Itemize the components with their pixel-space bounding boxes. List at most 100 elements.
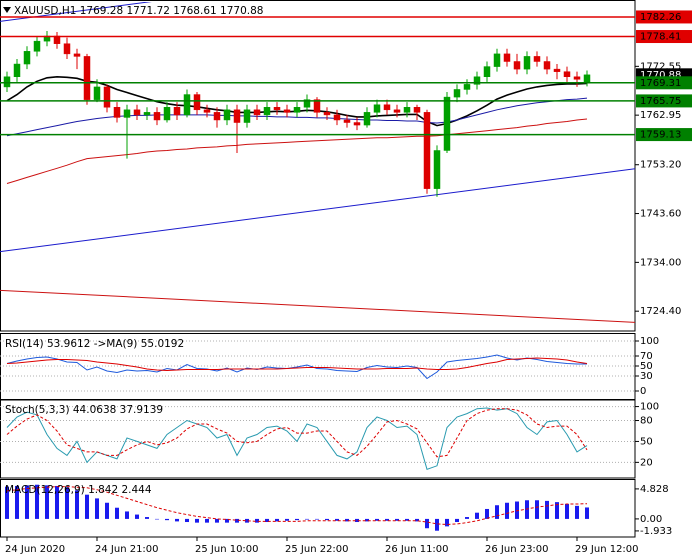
- candle-body: [163, 107, 171, 121]
- candle-body: [263, 107, 271, 116]
- candle-body: [573, 76, 581, 80]
- macd-bar: [15, 485, 19, 519]
- macd-bar: [285, 518, 289, 521]
- candle-body: [193, 94, 201, 111]
- trend-line: [0, 2, 152, 22]
- y-tick-label: 100: [640, 336, 659, 347]
- y-tick-label: 100: [640, 402, 659, 413]
- macd-bar: [45, 485, 49, 519]
- trend-line: [0, 289, 635, 323]
- x-tick-label: 26 Jun 23:00: [485, 544, 549, 555]
- panel-border: [0, 0, 636, 332]
- panel-plot: [0, 340, 635, 392]
- macd-bar: [5, 486, 9, 519]
- macd-bar: [85, 494, 89, 519]
- macd-bar: [135, 514, 139, 519]
- candle-body: [463, 84, 471, 90]
- macd-bar: [55, 485, 59, 519]
- candle-body: [493, 53, 501, 67]
- macd-bar: [185, 518, 189, 523]
- macd-bar: [515, 501, 519, 519]
- macd-bar: [355, 518, 359, 523]
- candle-body: [523, 56, 531, 70]
- y-tick-label: 70: [640, 351, 653, 362]
- candle-body: [553, 68, 561, 72]
- candle-body: [323, 112, 331, 116]
- level-label-box: [636, 128, 692, 142]
- macd-bar: [105, 502, 109, 519]
- candle-body: [363, 112, 371, 126]
- x-tick-label: 24 Jun 21:00: [95, 544, 159, 555]
- y-tick-label: 1724.40: [640, 306, 681, 317]
- candle-body: [293, 107, 301, 113]
- current-price-label: 1770.88: [640, 70, 681, 81]
- indicator-line: [6, 354, 587, 380]
- macd-bar: [405, 518, 409, 521]
- macd-bar: [275, 518, 279, 522]
- candle-body: [533, 56, 541, 62]
- macd-bar: [455, 518, 459, 523]
- candle-body: [183, 94, 191, 116]
- candle-body: [133, 109, 141, 116]
- indicator-line: [6, 408, 588, 458]
- panel-plot: [0, 406, 635, 470]
- level-label: 1759.13: [640, 130, 681, 141]
- panel-title: MACD(12,26,9) 1.842 2.444: [5, 484, 152, 496]
- macd-bar: [295, 518, 299, 521]
- moving-average: [6, 118, 588, 184]
- candle-body: [453, 89, 461, 98]
- macd-bar: [145, 517, 149, 519]
- candle-body: [313, 99, 321, 113]
- trend-line: [0, 168, 635, 253]
- macd-bar: [475, 512, 479, 519]
- indicator-line: [6, 486, 588, 526]
- macd-bar: [445, 518, 449, 527]
- macd-bar: [485, 508, 489, 519]
- y-tick-label: 1762.95: [640, 110, 681, 121]
- macd-bar: [335, 518, 339, 521]
- candle-body: [173, 107, 181, 116]
- macd-bar: [225, 518, 229, 523]
- level-label: 1769.31: [640, 78, 681, 89]
- macd-bar: [305, 518, 309, 520]
- candle-body: [73, 53, 81, 57]
- candle-body: [443, 96, 451, 151]
- y-tick-label: 1734.00: [640, 257, 681, 268]
- macd-bar: [375, 518, 379, 521]
- candle-body: [343, 119, 351, 123]
- macd-bar: [585, 507, 589, 519]
- candle-body: [433, 150, 441, 189]
- candle-body: [403, 107, 411, 113]
- candle-body: [353, 122, 361, 126]
- panel-title: Stoch(5,3,3) 44.0638 37.9139: [5, 404, 163, 416]
- candle-body: [383, 104, 391, 111]
- macd-bar: [315, 518, 319, 520]
- candle-body: [413, 107, 421, 113]
- candle-body: [13, 63, 21, 78]
- macd-bar: [435, 518, 439, 531]
- candle-body: [543, 61, 551, 70]
- menu-triangle: [3, 7, 11, 13]
- level-label-box: [636, 94, 692, 108]
- panel-plot: [5, 484, 589, 531]
- macd-bar: [125, 511, 129, 519]
- candle-body: [373, 104, 381, 113]
- y-tick-label: 1743.60: [640, 209, 681, 220]
- macd-bar: [115, 507, 119, 519]
- candle-body: [213, 112, 221, 121]
- candle-body: [203, 109, 211, 113]
- panel-plot: [0, 2, 635, 323]
- macd-bar: [365, 518, 369, 522]
- candle-body: [503, 53, 511, 62]
- y-tick-label: 1753.20: [640, 160, 681, 171]
- macd-bar: [505, 502, 509, 519]
- y-tick-label: -1.933: [640, 526, 672, 537]
- y-tick-label: 0: [640, 386, 646, 397]
- level-label: 1765.75: [640, 96, 681, 107]
- macd-bar: [425, 518, 429, 529]
- candle-body: [283, 109, 291, 113]
- candle-body: [23, 51, 31, 65]
- macd-bar: [165, 518, 169, 521]
